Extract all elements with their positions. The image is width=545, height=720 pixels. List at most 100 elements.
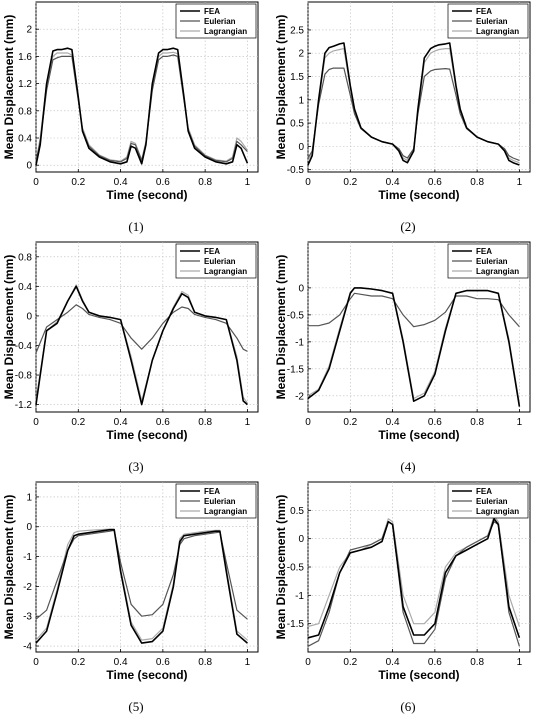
x-tick-label: 0.6 (428, 417, 442, 428)
y-tick-label: -1.5 (287, 364, 305, 375)
legend-label-eulerian: Eulerian (204, 257, 236, 266)
y-axis-label: Mean Displacement (mm) (2, 15, 16, 160)
legend-label-fea: FEA (204, 7, 220, 16)
y-tick-label: 1 (298, 95, 304, 106)
x-tick-label: 0 (33, 657, 39, 668)
legend-label-eulerian: Eulerian (476, 497, 508, 506)
series-line-fea (35, 47, 249, 166)
chart-panel-1: 0 0.2 0.4 0.6 0.8 1 0 0.4 0.8 1.2 1.6 2 Time (second… (0, 0, 272, 240)
x-axis-label: Time (second) (378, 428, 459, 442)
series-line-fea (35, 528, 248, 644)
chart-panel-5: 0 0.2 0.4 0.6 0.8 1 -4 -3 -2 -1 0 1 Time (second) Mea… (0, 480, 272, 720)
y-tick-label: 2 (298, 49, 304, 60)
x-tick-label: 0.2 (343, 657, 357, 668)
series-line-lagrangian (35, 528, 248, 641)
y-axis-label: Mean Displacement (mm) (2, 495, 16, 640)
y-tick-label: -1.5 (287, 619, 305, 630)
legend-label-lagrangian: Lagrangian (476, 507, 519, 516)
chart-svg: 0 0.2 0.4 0.6 0.8 1 -1.2 -0.8 -0.4 0 0.4 0.8 Time (s… (2, 241, 259, 442)
legend-label-eulerian: Eulerian (204, 497, 236, 506)
x-tick-label: 0.4 (114, 177, 128, 188)
series-line-fea (307, 517, 521, 639)
chart-panel-2: 0 0.2 0.4 0.6 0.8 1 -0.5 0 0.5 1 1.5 2 2.5 Time (seco… (272, 0, 544, 240)
y-tick-label: -0.5 (287, 310, 305, 321)
y-tick-label: -2 (295, 391, 304, 402)
chart-caption: (3) (128, 459, 144, 474)
chart-caption: (2) (400, 219, 416, 234)
x-tick-label: 0.8 (470, 177, 484, 188)
x-tick-label: 0.2 (343, 417, 357, 428)
x-tick-label: 0.4 (114, 657, 128, 668)
x-tick-label: 0.6 (156, 177, 170, 188)
legend-label-fea: FEA (204, 487, 220, 496)
y-tick-label: 1.5 (290, 72, 304, 83)
y-tick-label: 0.4 (18, 134, 32, 145)
x-tick-label: 0.2 (71, 657, 85, 668)
x-axis-label: Time (second) (106, 428, 187, 442)
x-tick-label: 0.8 (198, 657, 212, 668)
x-tick-label: 0.6 (156, 417, 170, 428)
x-tick-label: 0.8 (198, 417, 212, 428)
y-tick-label: 0 (26, 522, 32, 533)
x-tick-label: 1 (517, 657, 523, 668)
x-axis-label: Time (second) (378, 188, 459, 202)
y-tick-label: 0.5 (290, 506, 304, 517)
chart-panel-3: 0 0.2 0.4 0.6 0.8 1 -1.2 -0.8 -0.4 0 0.4 0.8 Time (s… (0, 240, 272, 480)
y-tick-label: -0.5 (287, 563, 305, 574)
y-tick-label: 2.5 (290, 25, 304, 36)
x-tick-label: 0.2 (71, 177, 85, 188)
x-tick-label: 0 (305, 657, 311, 668)
y-tick-label: 1 (26, 492, 32, 503)
y-tick-label: 0.8 (18, 252, 32, 263)
series-line-eulerian (35, 529, 248, 620)
legend-label-lagrangian: Lagrangian (204, 267, 247, 276)
legend-label-eulerian: Eulerian (476, 17, 508, 26)
x-tick-label: 0.6 (156, 657, 170, 668)
series-line-fea (307, 42, 520, 166)
legend-label-eulerian: Eulerian (204, 17, 236, 26)
x-tick-label: 0.4 (386, 417, 400, 428)
y-axis-label: Mean Displacement (mm) (2, 255, 16, 400)
x-tick-label: 0 (305, 417, 311, 428)
series-line-fea (35, 285, 248, 406)
y-tick-label: -3 (23, 612, 32, 623)
x-tick-label: 1 (517, 417, 523, 428)
x-tick-label: 0.4 (386, 177, 400, 188)
y-tick-label: -1 (295, 591, 304, 602)
legend-label-eulerian: Eulerian (476, 257, 508, 266)
x-tick-label: 1 (245, 177, 251, 188)
legend-label-fea: FEA (476, 487, 492, 496)
series-line-eulerian (308, 292, 520, 328)
chart-svg: 0 0.2 0.4 0.6 0.8 1 -1.5 -1 -0.5 0 0.5 Time (second… (274, 481, 531, 682)
y-tick-label: 0 (298, 142, 304, 153)
series-line-fea (307, 287, 521, 407)
x-tick-label: 1 (245, 417, 251, 428)
y-tick-label: 0 (298, 283, 304, 294)
y-tick-label: 0 (26, 311, 32, 322)
x-axis-label: Time (second) (378, 668, 459, 682)
x-tick-label: 0 (33, 177, 39, 188)
series-line-eulerian (35, 304, 248, 354)
y-tick-label: -2 (23, 582, 32, 593)
chart-panel-6: 0 0.2 0.4 0.6 0.8 1 -1.5 -1 -0.5 0 0.5 Time (second… (272, 480, 544, 720)
y-axis-label: Mean Displacement (mm) (274, 495, 288, 640)
x-tick-label: 0.2 (71, 417, 85, 428)
y-tick-label: 0.4 (18, 282, 32, 293)
y-tick-label: 2 (26, 25, 32, 36)
chart-svg: 0 0.2 0.4 0.6 0.8 1 -4 -3 -2 -1 0 1 Time (second) Mea… (2, 481, 259, 682)
y-tick-label: -0.4 (15, 341, 33, 352)
y-tick-label: -1.2 (15, 400, 33, 411)
y-axis-label: Mean Displacement (mm) (274, 255, 288, 400)
legend-label-lagrangian: Lagrangian (204, 27, 247, 36)
y-tick-label: -1 (23, 552, 32, 563)
y-tick-label: 0.8 (18, 106, 32, 117)
chart-svg: 0 0.2 0.4 0.6 0.8 1 0 0.4 0.8 1.2 1.6 2 Time (second… (2, 1, 259, 202)
x-tick-label: 1 (517, 177, 523, 188)
